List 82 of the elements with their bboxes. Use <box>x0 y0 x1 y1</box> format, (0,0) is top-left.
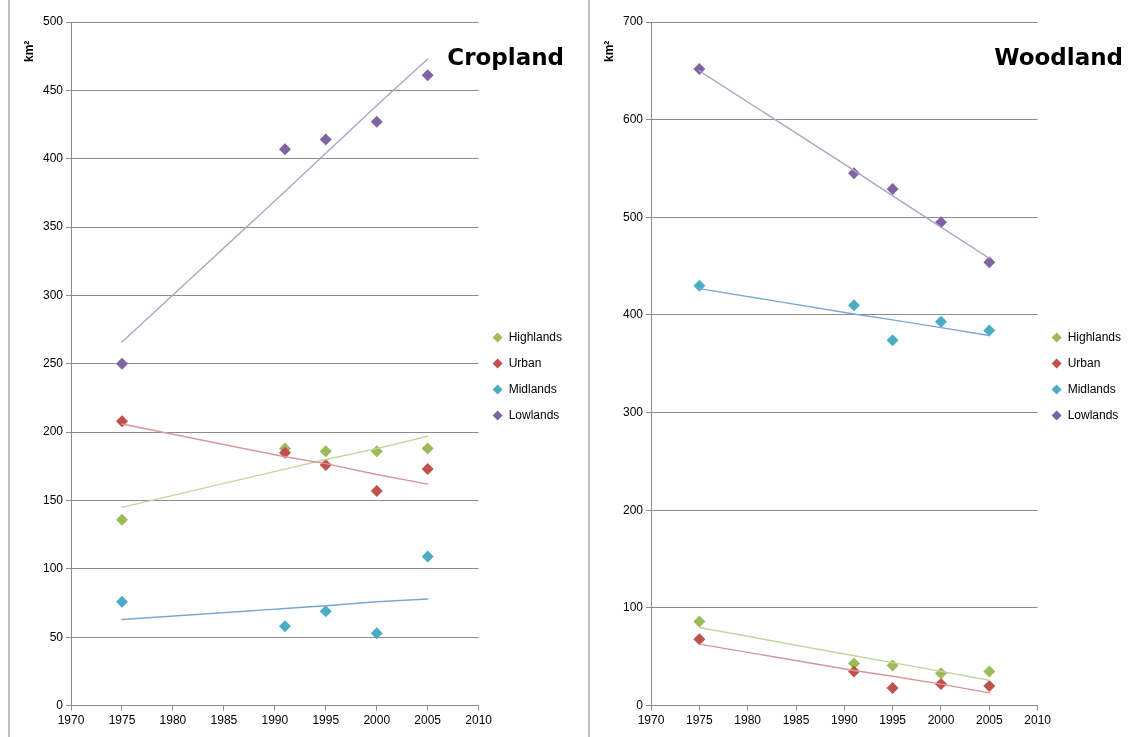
y-tick-label: 50 <box>49 629 64 644</box>
y-tick-label: 300 <box>622 404 644 419</box>
y-tick-label: 0 <box>56 697 64 712</box>
y-tick-label: 400 <box>622 307 644 322</box>
point <box>370 484 383 497</box>
point <box>421 442 434 455</box>
x-tick-label: 1985 <box>782 713 810 728</box>
y-tick-label: 250 <box>42 356 64 371</box>
y-axis-title: km² <box>602 40 616 62</box>
y-axis-title: km² <box>22 40 36 62</box>
point <box>279 143 292 156</box>
legend-label: Highlands <box>508 329 563 344</box>
x-tick-label: 1990 <box>830 713 858 728</box>
y-tick-label: 200 <box>622 502 644 517</box>
point <box>421 550 434 563</box>
y-tick-label: 700 <box>622 14 644 29</box>
y-tick-label: 300 <box>42 287 64 302</box>
y-tick-label: 350 <box>42 219 64 234</box>
point <box>886 334 899 347</box>
y-tick-label: 150 <box>42 492 64 507</box>
legend-label: Lowlands <box>508 407 560 422</box>
point <box>886 182 899 195</box>
point <box>115 513 128 526</box>
point <box>319 445 332 458</box>
y-tick-label: 450 <box>42 82 64 97</box>
point <box>693 62 706 75</box>
point <box>370 627 383 640</box>
y-tick-label: 600 <box>622 111 644 126</box>
point <box>421 463 434 476</box>
x-tick-label: 1980 <box>734 713 762 728</box>
point <box>115 357 128 370</box>
x-tick-label: 2005 <box>414 713 442 728</box>
y-tick-label: 100 <box>622 600 644 615</box>
point <box>693 615 706 628</box>
legend-label: Lowlands <box>1067 407 1119 422</box>
point <box>279 620 292 633</box>
x-tick-label: 1995 <box>312 713 340 728</box>
x-tick-label: 1970 <box>637 713 665 728</box>
point <box>847 299 860 312</box>
point <box>983 256 996 269</box>
point <box>421 69 434 82</box>
x-tick-label: 2000 <box>927 713 955 728</box>
point <box>693 279 706 292</box>
x-tick-label: 1985 <box>210 713 238 728</box>
point <box>983 665 996 678</box>
x-tick-label: 2010 <box>465 713 493 728</box>
point <box>319 605 332 618</box>
x-tick-label: 1975 <box>108 713 136 728</box>
x-tick-label: 1975 <box>686 713 714 728</box>
line-series <box>121 598 429 621</box>
legend-label: Urban <box>1067 355 1101 370</box>
point <box>115 595 128 608</box>
legend-label: Midlands <box>508 381 557 396</box>
point <box>319 133 332 146</box>
text: Woodland <box>994 44 1123 70</box>
point <box>693 633 706 646</box>
x-tick-label: 2005 <box>975 713 1003 728</box>
y-tick-label: 100 <box>42 561 64 576</box>
x-tick-label: 1970 <box>57 713 85 728</box>
point <box>115 415 128 428</box>
point <box>934 315 947 328</box>
line-series <box>121 58 429 343</box>
x-tick-label: 1980 <box>159 713 187 728</box>
x-tick-label: 2000 <box>363 713 391 728</box>
point <box>886 682 899 695</box>
y-tick-label: 400 <box>42 151 64 166</box>
y-tick-label: 500 <box>42 14 64 29</box>
x-tick-label: 1990 <box>261 713 289 728</box>
point <box>983 680 996 693</box>
point <box>279 446 292 459</box>
y-tick-label: 0 <box>636 697 644 712</box>
legend-label: Urban <box>508 355 542 370</box>
text: Cropland <box>447 44 564 70</box>
legend-label: Midlands <box>1067 381 1116 396</box>
x-tick-label: 2010 <box>1024 713 1052 728</box>
legend-label: Highlands <box>1067 329 1122 344</box>
point <box>370 115 383 128</box>
y-tick-label: 200 <box>42 424 64 439</box>
point <box>983 324 996 337</box>
line-series <box>121 435 429 509</box>
x-tick-label: 1995 <box>879 713 907 728</box>
y-tick-label: 500 <box>622 209 644 224</box>
